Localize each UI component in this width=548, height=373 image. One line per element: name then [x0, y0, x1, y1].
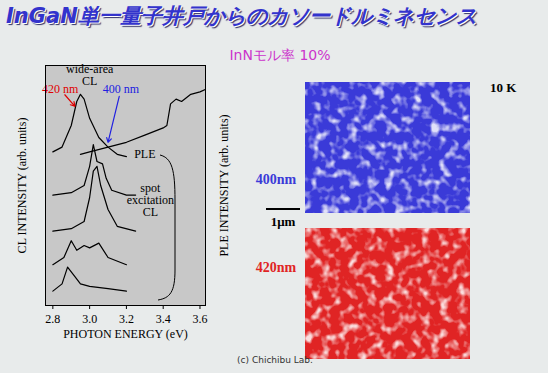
- svg-text:420nm: 420nm: [256, 260, 297, 275]
- svg-text:2.8: 2.8: [45, 312, 60, 326]
- html-text:(c) Chichibu Lab.: (c) Chichibu Lab.: [237, 355, 313, 365]
- svg-text:420 nm: 420 nm: [42, 82, 79, 96]
- svg-text:400nm: 400nm: [256, 172, 297, 187]
- html-text:CL: CL: [82, 73, 98, 88]
- svg-text:CL INTENSITY (arb. units): CL INTENSITY (arb. units): [15, 118, 29, 254]
- svg-text:PHOTON ENERGY (eV): PHOTON ENERGY (eV): [63, 327, 188, 341]
- svg-text:3.4: 3.4: [156, 312, 171, 326]
- svg-text:3.6: 3.6: [192, 312, 207, 326]
- svg-text:10 K: 10 K: [490, 80, 517, 95]
- html-text:InGaN単一量子井戸からのカソードルミネセンス: InGaN単一量子井戸からのカソードルミネセンス: [6, 4, 477, 28]
- svg-text:PLE INTENSITY (arb. units): PLE INTENSITY (arb. units): [217, 114, 231, 256]
- html-text:InNモル率 10%: InNモル率 10%: [229, 47, 331, 63]
- svg-text:1μm: 1μm: [271, 214, 296, 229]
- svg-text:400 nm: 400 nm: [103, 82, 140, 96]
- svg-text:spotexcitationCL: spotexcitationCL: [127, 181, 174, 219]
- svg-text:3.0: 3.0: [82, 312, 97, 326]
- svg-text:3.2: 3.2: [119, 312, 134, 326]
- html-text:wide-area: wide-area: [66, 61, 114, 76]
- svg-text:PLE: PLE: [134, 147, 155, 161]
